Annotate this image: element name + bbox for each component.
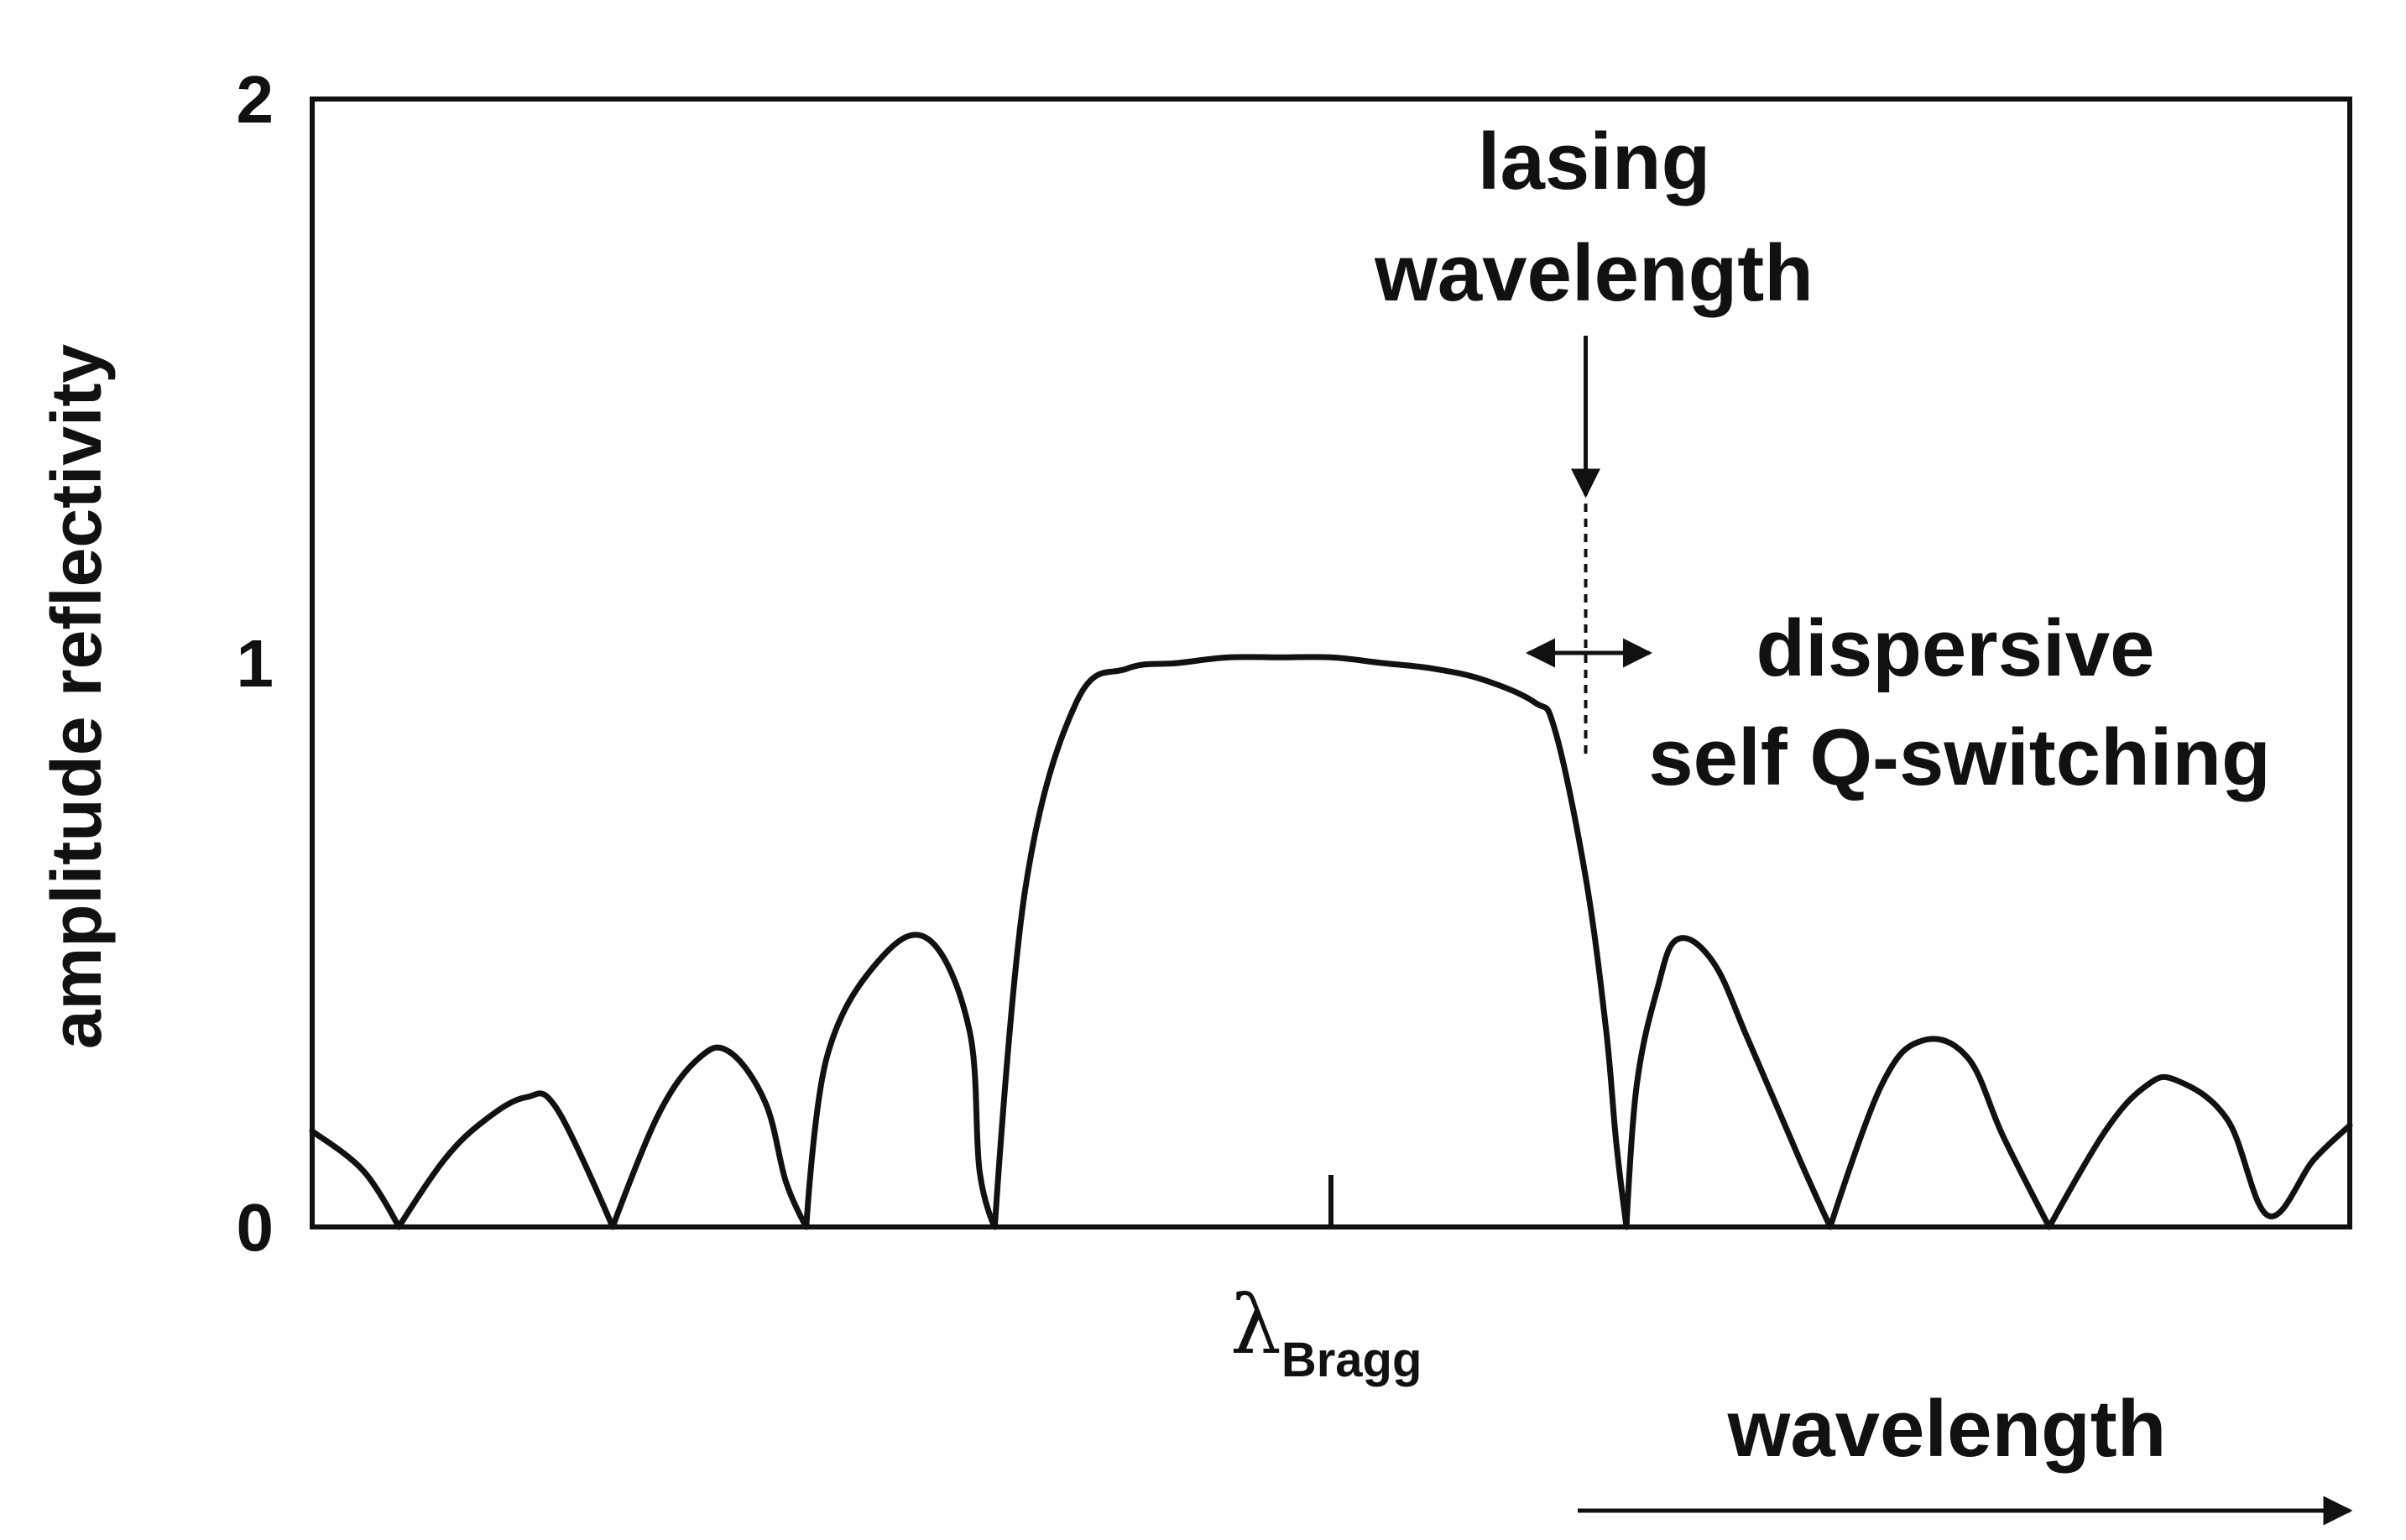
y-tick-label-2: 2 <box>237 62 274 137</box>
annotation-wavelength: wavelength <box>1374 228 1814 318</box>
annotation-dispersive: dispersive <box>1756 603 2155 693</box>
bragg-tick-label: λBragg <box>1230 1278 1422 1387</box>
y-tick-label-0: 0 <box>237 1190 274 1265</box>
y-tick-label-1: 1 <box>237 626 274 701</box>
x-axis-label: wavelength <box>1727 1384 2167 1474</box>
series-line-reflectivity <box>309 654 2353 1230</box>
bragg-subscript: Bragg <box>1281 1333 1422 1387</box>
annotation-self-q-switching: self Q-switching <box>1648 713 2270 802</box>
annotation-lasing: lasing <box>1478 117 1710 206</box>
lambda-symbol: λ <box>1230 1278 1281 1372</box>
y-axis-label: amplitude reflectivity <box>37 344 116 1050</box>
